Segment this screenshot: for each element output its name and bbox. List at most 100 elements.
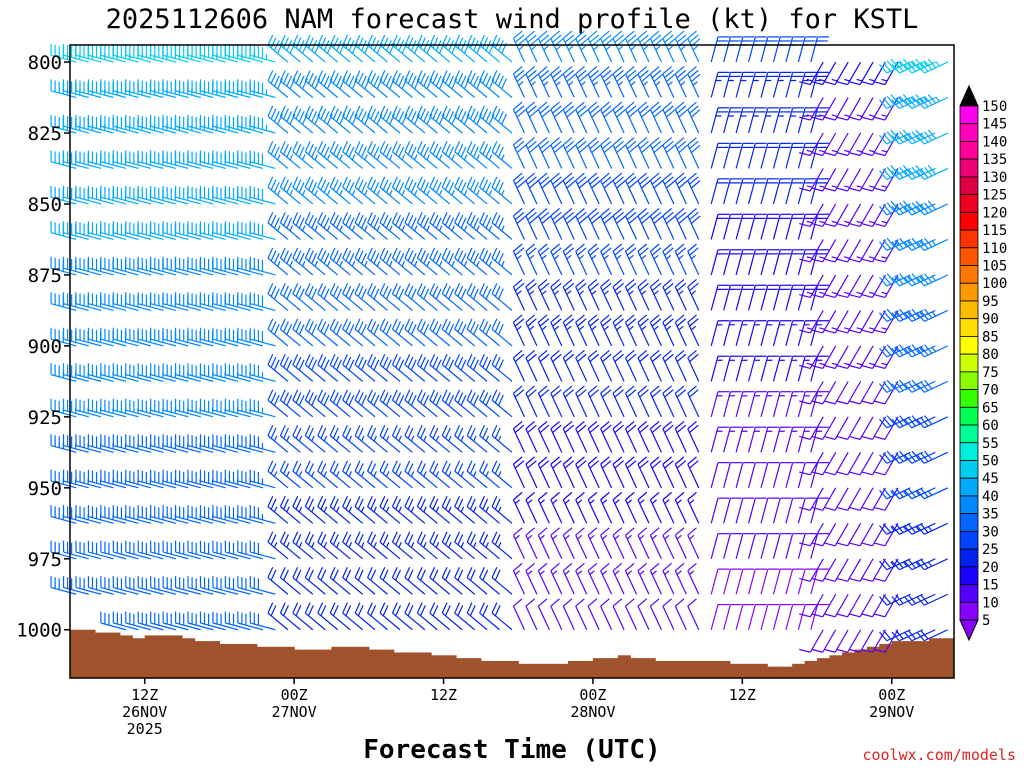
wind-barb [429, 247, 451, 276]
barb-flag [292, 247, 299, 259]
barb-shaft [550, 38, 563, 63]
barb-flag [516, 73, 527, 83]
barb-shaft [150, 267, 176, 276]
barb-flag [307, 427, 314, 439]
barb-flag [637, 66, 648, 75]
barb-half-flag [476, 189, 480, 196]
barb-flag [587, 598, 598, 607]
wind-barb [723, 391, 742, 418]
barb-flag [514, 211, 525, 221]
wind-barb [747, 391, 767, 418]
barb-flag [575, 385, 585, 394]
barb-flag [626, 34, 637, 43]
wind-barb [491, 212, 513, 240]
barb-shaft [237, 125, 264, 134]
wind-barb [391, 425, 413, 453]
barb-flag [286, 288, 293, 300]
wind-barb [710, 497, 730, 524]
barb-flag [444, 321, 451, 333]
wind-barb [162, 363, 189, 382]
wind-barb [249, 327, 276, 347]
barb-shaft [329, 115, 351, 134]
barb-flag [320, 214, 327, 226]
barb-flag [566, 109, 576, 118]
barb-flag [550, 172, 560, 181]
barb-flag [552, 353, 562, 363]
barb-flag [600, 101, 610, 110]
barb-shaft [100, 196, 127, 205]
barb-flag [550, 137, 560, 146]
barb-flag [497, 253, 504, 264]
wind-barb [649, 349, 662, 382]
barb-shaft [138, 303, 164, 311]
barb-shaft [512, 180, 525, 205]
barb-flag [420, 285, 426, 297]
barb-half-flag [348, 471, 353, 477]
barb-shaft [304, 435, 326, 453]
barb-half-flag [351, 225, 356, 232]
barb-flag [373, 146, 380, 158]
wind-barb [612, 66, 626, 98]
barb-half-flag [476, 225, 480, 232]
barb-flag [676, 69, 687, 79]
barb-flag [457, 72, 464, 84]
barb-shaft [512, 357, 525, 382]
wind-barb [342, 105, 363, 134]
barb-flag [279, 389, 286, 401]
barb-shaft [416, 186, 438, 205]
barb-half-flag [301, 225, 306, 232]
barb-flag [664, 247, 674, 256]
barb-flag [482, 463, 489, 475]
barb-shaft [367, 328, 388, 347]
wind-barb [525, 279, 538, 311]
barb-flag [575, 491, 585, 501]
wind-barb [112, 469, 139, 489]
barb-shaft [404, 364, 426, 382]
barb-flag [641, 109, 651, 118]
barb-flag [550, 349, 560, 359]
barb-half-flag [564, 499, 570, 504]
barb-flag [650, 562, 660, 572]
barb-half-flag [301, 189, 306, 196]
terrain-segment [866, 646, 880, 678]
wind-barb [62, 540, 89, 560]
barb-flag [662, 30, 672, 39]
wind-barb [429, 495, 451, 524]
barb-flag [323, 111, 330, 122]
wind-barb [624, 243, 638, 276]
barb-flag [666, 144, 676, 153]
barb-half-flag [552, 499, 558, 504]
wind-barb [404, 389, 426, 418]
barb-flag [690, 180, 701, 189]
barb-flag [395, 605, 402, 616]
barb-shaft [163, 480, 189, 489]
barb-shaft [710, 214, 719, 240]
barb-flag [267, 247, 274, 259]
barb-shaft [587, 180, 600, 205]
wind-barb [429, 283, 451, 311]
barb-flag [562, 349, 573, 359]
barb-flag [270, 356, 277, 368]
barb-flag [625, 208, 635, 217]
barb-half-flag [602, 534, 608, 540]
barb-flag [612, 385, 623, 394]
wind-barb [600, 456, 613, 489]
wind-barb [575, 243, 588, 276]
barb-flag [662, 101, 672, 110]
wind-barb [525, 208, 539, 240]
barb-shaft [637, 38, 650, 63]
barb-flag [385, 75, 392, 87]
wind-barb [224, 540, 251, 560]
barb-flag [429, 354, 436, 365]
wind-barb [454, 318, 476, 347]
barb-shaft [662, 144, 675, 169]
barb-flag [603, 144, 614, 153]
wind-barb [491, 566, 513, 595]
wind-barb [391, 283, 413, 311]
barb-flag [513, 243, 523, 252]
wind-barb [292, 389, 314, 418]
barb-shaft [63, 586, 89, 595]
barb-shaft [491, 506, 513, 524]
barb-flag [488, 78, 495, 90]
wind-barb [600, 279, 613, 311]
